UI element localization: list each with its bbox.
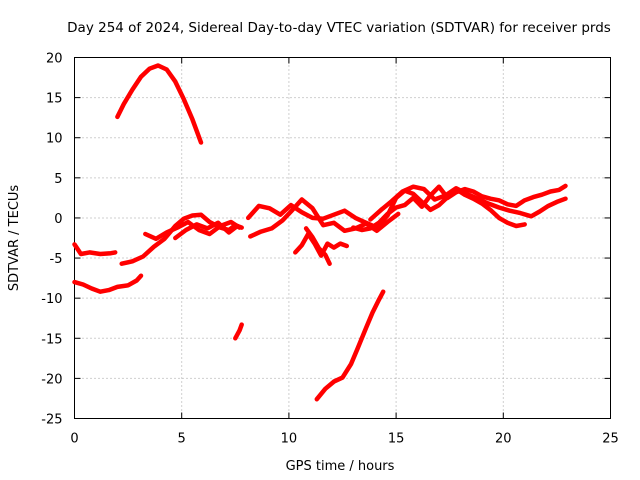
x-tick-label: 0 [70,432,78,447]
series-arc-10 [293,231,350,258]
y-tick-label: -20 [41,372,62,387]
series-arc-1 [115,63,204,145]
x-tick-label: 15 [388,432,405,447]
series-arc-3 [72,273,144,294]
y-tick-label: -25 [41,413,62,428]
x-tick-label: 5 [178,432,186,447]
y-axis-label: SDTVAR / TECUs [7,185,22,292]
y-tick-label: 20 [46,52,63,67]
series-arc-2 [72,242,118,257]
y-tick-label: 0 [54,212,62,227]
y-tick-label: 15 [46,92,63,107]
y-tick-label: -15 [41,332,62,347]
plot-frame [74,57,611,419]
y-tick-label: 10 [46,132,63,147]
series-arc-4 [119,212,244,266]
series-arc-7 [233,322,244,341]
x-tick-label: 20 [495,432,512,447]
chart-title: Day 254 of 2024, Sidereal Day-to-day VTE… [67,20,611,36]
y-tick-label: -5 [50,252,63,267]
series-arc-14 [314,289,386,402]
x-tick-label: 10 [281,432,298,447]
data-series [72,63,568,402]
series-arc-11 [303,226,332,266]
x-axis-label: GPS time / hours [286,459,395,474]
y-tick-label: -10 [41,292,62,307]
axis-ticks: 0 5 10 15 20 25 -25 -20 -15 -10 -5 0 5 10 15 20 [41,52,619,447]
x-tick-label: 25 [602,432,619,447]
series-arc-13 [368,184,568,222]
y-tick-label: 5 [54,172,62,187]
series-arc-6 [173,220,240,241]
